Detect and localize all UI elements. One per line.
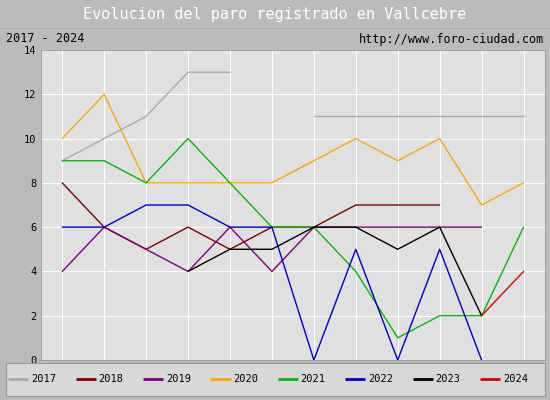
Text: 2020: 2020 <box>233 374 258 384</box>
Text: 2019: 2019 <box>166 374 191 384</box>
Text: 2022: 2022 <box>368 374 393 384</box>
Text: Evolucion del paro registrado en Vallcebre: Evolucion del paro registrado en Vallceb… <box>84 6 466 22</box>
Bar <box>6 363 544 396</box>
Text: 2024: 2024 <box>503 374 528 384</box>
Text: 2021: 2021 <box>301 374 326 384</box>
Text: 2018: 2018 <box>98 374 124 384</box>
Text: 2023: 2023 <box>436 374 460 384</box>
Text: http://www.foro-ciudad.com: http://www.foro-ciudad.com <box>359 32 544 46</box>
Text: 2017: 2017 <box>31 374 56 384</box>
Text: 2017 - 2024: 2017 - 2024 <box>6 32 84 46</box>
